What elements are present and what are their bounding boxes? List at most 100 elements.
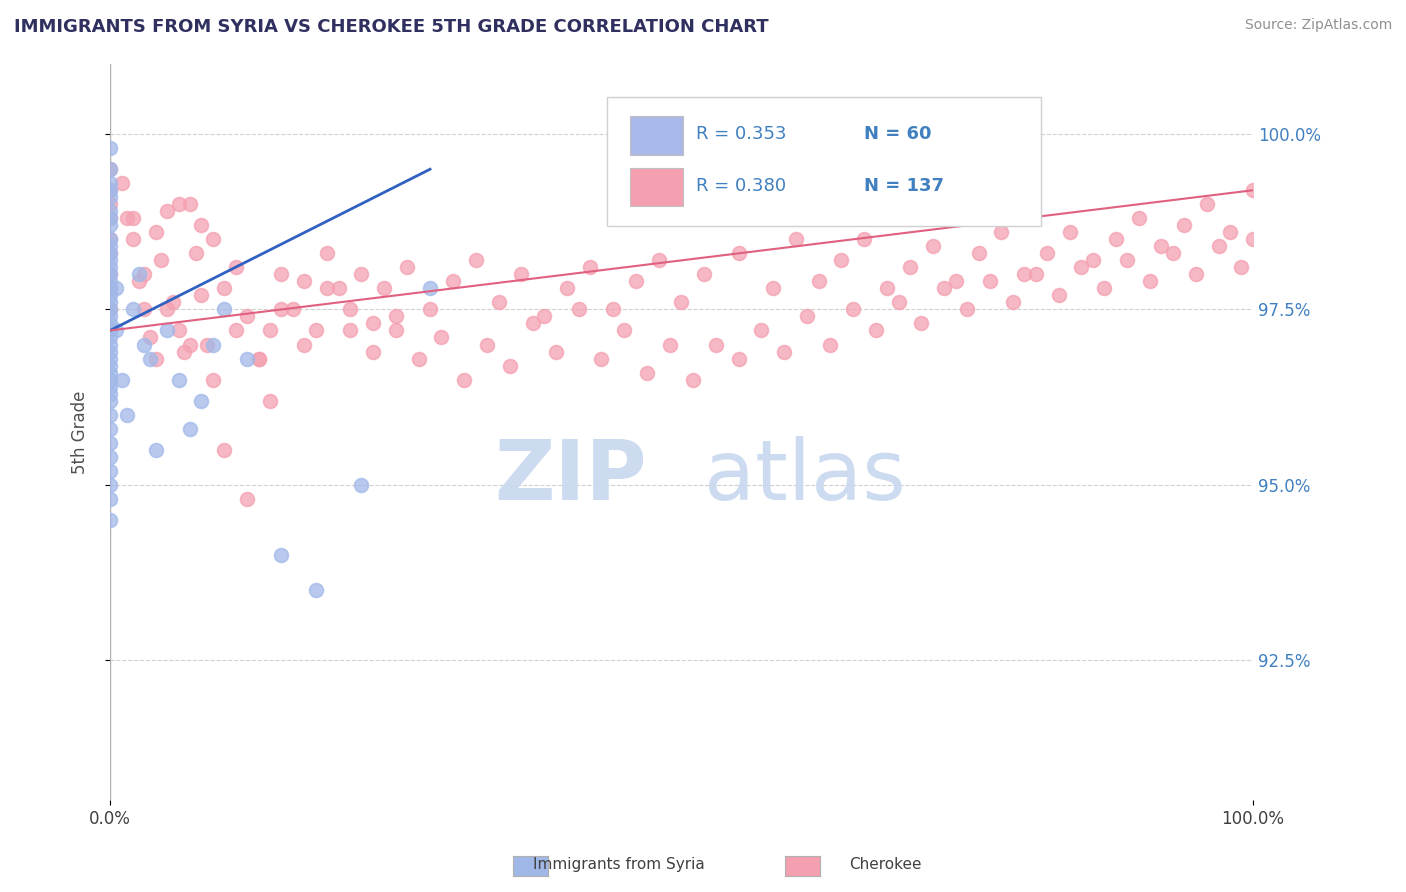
Point — [122, 211, 145, 226]
Point — [98, 204, 121, 219]
Point — [98, 162, 121, 177]
Text: N = 137: N = 137 — [865, 177, 945, 194]
Point — [967, 246, 990, 260]
Point — [751, 323, 773, 337]
Point — [98, 268, 121, 282]
Point — [762, 281, 785, 295]
Point — [1241, 183, 1264, 197]
Point — [247, 351, 270, 366]
Point — [396, 260, 419, 275]
Point — [624, 274, 647, 288]
Point — [98, 464, 121, 478]
Point — [361, 317, 384, 331]
Point — [156, 323, 179, 337]
Text: R = 0.353: R = 0.353 — [696, 125, 787, 143]
Point — [887, 295, 910, 310]
Point — [1139, 274, 1161, 288]
Point — [533, 310, 555, 324]
Point — [727, 246, 749, 260]
Point — [98, 176, 121, 190]
Point — [98, 281, 121, 295]
Point — [305, 323, 328, 337]
Point — [1047, 288, 1070, 302]
Point — [384, 323, 406, 337]
Point — [1025, 268, 1047, 282]
Point — [785, 232, 807, 246]
Point — [979, 274, 1001, 288]
Point — [110, 373, 132, 387]
Point — [139, 351, 162, 366]
Point — [647, 253, 669, 268]
Point — [98, 344, 121, 359]
Point — [98, 260, 121, 275]
Text: Immigrants from Syria: Immigrants from Syria — [533, 857, 704, 872]
Point — [145, 442, 167, 457]
Text: Cherokee: Cherokee — [849, 857, 922, 872]
Point — [98, 513, 121, 527]
Point — [98, 477, 121, 491]
Point — [373, 281, 395, 295]
Point — [384, 310, 406, 324]
Point — [853, 232, 876, 246]
Point — [98, 393, 121, 408]
Point — [419, 302, 441, 317]
Point — [1105, 232, 1128, 246]
Point — [270, 302, 292, 317]
Point — [190, 219, 212, 233]
Point — [316, 246, 339, 260]
Point — [1081, 253, 1104, 268]
Point — [98, 379, 121, 393]
Point — [98, 246, 121, 260]
Point — [328, 281, 350, 295]
Point — [236, 310, 259, 324]
Text: ZIP: ZIP — [495, 436, 647, 516]
Point — [214, 281, 236, 295]
Point — [139, 330, 162, 344]
Point — [682, 373, 704, 387]
Point — [693, 268, 716, 282]
Point — [591, 351, 613, 366]
Point — [214, 442, 236, 457]
Point — [98, 323, 121, 337]
Point — [225, 260, 247, 275]
Point — [98, 274, 121, 288]
Point — [1059, 225, 1081, 239]
Point — [1184, 268, 1206, 282]
Point — [1230, 260, 1253, 275]
Point — [555, 281, 578, 295]
Point — [201, 232, 224, 246]
Point — [613, 323, 636, 337]
Point — [1150, 239, 1173, 253]
Point — [247, 351, 270, 366]
Point — [184, 246, 207, 260]
Point — [1070, 260, 1092, 275]
Point — [292, 337, 315, 351]
Point — [1161, 246, 1184, 260]
Point — [910, 317, 932, 331]
Point — [1116, 253, 1139, 268]
Point — [98, 408, 121, 422]
Point — [704, 337, 727, 351]
Point — [167, 323, 190, 337]
Point — [98, 253, 121, 268]
Point — [727, 351, 749, 366]
Point — [281, 302, 304, 317]
Point — [522, 317, 544, 331]
FancyBboxPatch shape — [607, 97, 1042, 226]
Point — [361, 344, 384, 359]
Point — [921, 239, 943, 253]
Point — [898, 260, 921, 275]
Point — [167, 373, 190, 387]
Point — [934, 281, 956, 295]
Point — [259, 323, 281, 337]
Text: atlas: atlas — [704, 436, 905, 516]
Point — [956, 302, 979, 317]
Point — [214, 302, 236, 317]
Text: Source: ZipAtlas.com: Source: ZipAtlas.com — [1244, 18, 1392, 32]
Point — [876, 281, 898, 295]
Point — [150, 253, 173, 268]
Point — [98, 435, 121, 450]
Point — [98, 295, 121, 310]
Point — [179, 197, 201, 211]
Point — [1036, 246, 1059, 260]
